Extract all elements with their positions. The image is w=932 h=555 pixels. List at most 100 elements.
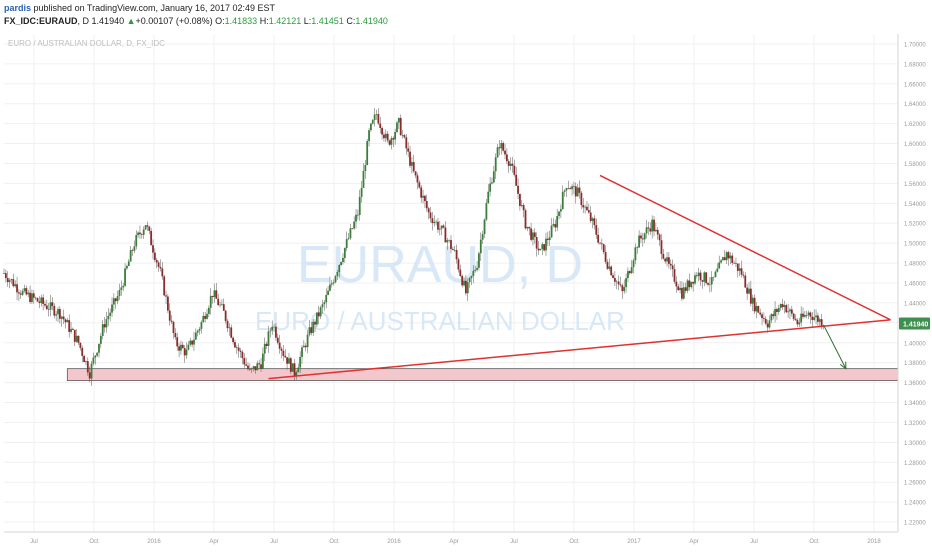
candle-body: [796, 320, 799, 325]
candle-body: [722, 257, 724, 261]
candle-body: [608, 266, 611, 269]
candle-body: [364, 164, 367, 171]
candle-body: [431, 218, 434, 224]
candle-body: [574, 186, 577, 197]
candle-body: [509, 163, 512, 166]
candle-body: [565, 188, 568, 191]
watermark-symbol: EURAUD, D: [297, 236, 583, 294]
candle-body: [180, 344, 182, 351]
candle-body: [191, 340, 194, 345]
candle-body: [811, 316, 814, 320]
candle-body: [237, 347, 240, 351]
candle-body: [599, 242, 601, 244]
candle-body: [153, 252, 156, 260]
chart-header: pardis published on TradingView.com, Jan…: [0, 0, 932, 34]
candle-body: [221, 304, 223, 305]
candle-body: [803, 315, 806, 317]
candle-body: [297, 367, 300, 373]
candles: [3, 108, 825, 386]
candle-body: [686, 280, 689, 291]
candle-body: [500, 143, 503, 149]
candle-body: [409, 151, 411, 166]
published-text: published on TradingView.com, January 16…: [33, 3, 276, 13]
candle-body: [211, 295, 214, 297]
candle-body: [332, 282, 335, 284]
candle-body: [478, 253, 480, 268]
candle-body: [597, 234, 600, 243]
candle-body: [53, 305, 56, 316]
candle-body: [610, 266, 613, 276]
candle-body: [766, 323, 769, 328]
author-name[interactable]: pardis: [4, 3, 32, 13]
y-tick-label: 1.36000: [904, 381, 926, 387]
candle-body: [152, 245, 154, 253]
candle-body: [781, 304, 784, 308]
candle-body: [593, 218, 596, 226]
candle-body: [636, 247, 639, 249]
candle-body: [373, 114, 376, 121]
candle-body: [275, 326, 277, 338]
candle-body: [433, 221, 436, 224]
candle-body: [744, 275, 747, 288]
candle-body: [338, 264, 341, 273]
candle-body: [133, 246, 136, 251]
candle-body: [729, 255, 732, 259]
candle-body: [772, 314, 775, 317]
candle-body: [790, 309, 793, 314]
candle-body: [802, 313, 804, 317]
candle-body: [209, 295, 212, 308]
candle-body: [304, 345, 307, 348]
candle-body: [356, 214, 359, 216]
candle-body: [94, 355, 97, 358]
candle-body: [70, 328, 72, 332]
candle-body: [371, 120, 374, 124]
candle-body: [198, 328, 201, 331]
price-label-badge: [899, 317, 930, 330]
candle-body: [498, 147, 501, 149]
candle-body: [669, 263, 672, 266]
candle-body: [764, 318, 767, 324]
candle-body: [258, 363, 261, 365]
candle-body: [239, 350, 242, 352]
candle-body: [101, 324, 104, 337]
candle-body: [226, 320, 229, 329]
candle-body: [589, 212, 592, 221]
candle-body: [543, 244, 546, 251]
candle-body: [554, 224, 557, 228]
y-tick-label: 1.50000: [904, 242, 926, 248]
candle-body: [563, 190, 566, 192]
candle-body: [580, 192, 583, 206]
candle-body: [401, 135, 404, 136]
candle-body: [98, 343, 100, 353]
candle-body: [591, 218, 594, 221]
candle-body: [349, 228, 352, 239]
candle-body: [664, 258, 667, 262]
candle-body: [4, 273, 7, 279]
candle-body: [800, 313, 803, 323]
candle-body: [442, 225, 445, 228]
candle-body: [692, 281, 695, 284]
candle-body: [448, 240, 451, 241]
candle-body: [51, 302, 54, 306]
candle-body: [785, 305, 788, 313]
candle-body: [286, 357, 288, 364]
candle-body: [582, 205, 585, 208]
candle-body: [10, 279, 13, 281]
candle-body: [576, 187, 579, 197]
chart-area[interactable]: EURAUD, D EURO / AUSTRALIAN DOLLAR 1.7000…: [0, 34, 932, 555]
y-tick-label: 1.60000: [904, 142, 926, 148]
candle-body: [489, 183, 492, 192]
candle-body: [569, 188, 572, 190]
candle-body: [299, 356, 302, 368]
candle-body: [405, 137, 408, 149]
candle-body: [146, 225, 149, 227]
candle-body: [463, 280, 465, 286]
candle-body: [58, 309, 61, 319]
candle-body: [748, 288, 750, 294]
candle-body: [351, 228, 354, 229]
y-tick-label: 1.52000: [904, 222, 926, 228]
candle-body: [384, 133, 387, 139]
candle-body: [707, 283, 709, 285]
candle-body: [289, 358, 292, 372]
